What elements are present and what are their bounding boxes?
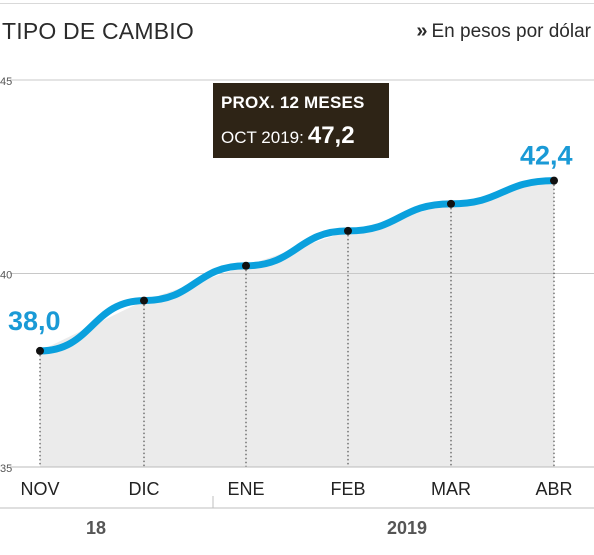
forecast-value: 47,2: [307, 122, 355, 149]
y-tick-label: 45: [0, 76, 12, 88]
subtitle-text: En pesos por dólar: [431, 21, 592, 42]
x-tick-label: FEB: [330, 479, 365, 499]
chart-title: TIPO DE CAMBIO: [2, 18, 194, 44]
x-tick-label: ABR: [535, 479, 572, 499]
forecast-callout: PROX. 12 MESES OCT 2019: 47,2: [213, 83, 389, 158]
x-tick-label: MAR: [431, 479, 471, 499]
forecast-period: OCT 2019:: [221, 128, 304, 147]
x-tick-label: ENE: [227, 479, 264, 499]
year-label: 18: [86, 518, 106, 538]
series-line: [36, 177, 558, 355]
x-tick-label: DIC: [129, 479, 160, 499]
y-tick-label: 40: [0, 270, 12, 282]
data-point: [36, 346, 44, 355]
top-rule: [0, 3, 594, 4]
data-label: 38,0: [8, 306, 61, 336]
year-label: 2019: [387, 518, 427, 538]
x-tick-label: NOV: [20, 479, 59, 499]
forecast-row: OCT 2019: 47,2: [221, 122, 389, 150]
data-point: [140, 296, 148, 305]
data-point: [447, 199, 455, 208]
area-fill: [40, 180, 554, 467]
forecast-label: PROX. 12 MESES: [221, 93, 365, 112]
data-point: [242, 261, 250, 270]
data-point: [344, 226, 352, 235]
chart-subtitle: » En pesos por dólar: [416, 20, 591, 43]
data-point: [550, 176, 558, 185]
chevron-right-icon: »: [416, 20, 428, 42]
y-tick-label: 35: [0, 463, 12, 475]
data-label: 42,4: [520, 141, 573, 171]
